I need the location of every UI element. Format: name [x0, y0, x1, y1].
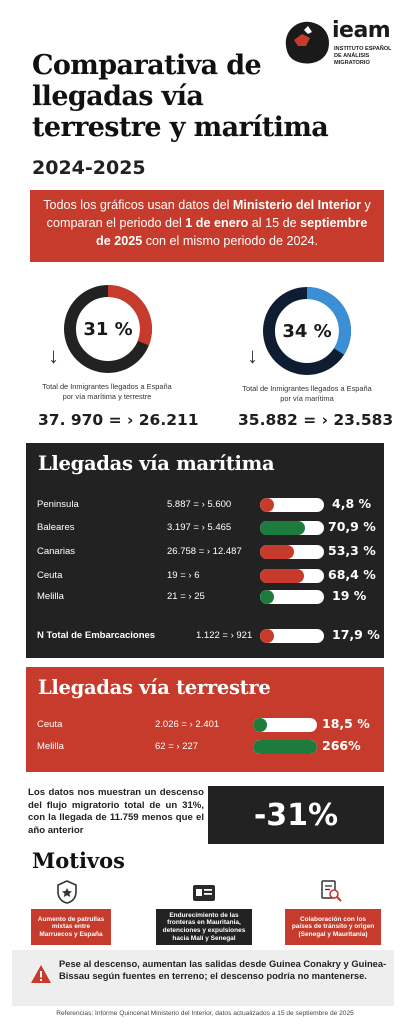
- intro-banner: Todos los gráficos usan datos del Minist…: [30, 190, 384, 262]
- motivo-card: Colaboración con los países de tránsito …: [285, 909, 381, 945]
- row-percent: 18,5 %: [322, 716, 370, 731]
- total-caption: Total de Inmigrantes llegados a España p…: [42, 382, 172, 401]
- row-values: 21 = › 25: [167, 591, 205, 602]
- intro-bold-2: 1 de enero: [185, 216, 249, 230]
- period-years: 2024-2025: [32, 157, 146, 179]
- row-bar: [260, 629, 324, 643]
- row-values: 3.197 = › 5.465: [167, 522, 232, 533]
- boats-row: N Total de Embarcaciones 1.122 = › 921 1…: [26, 627, 384, 645]
- row-percent: 17,9 %: [332, 627, 380, 642]
- page-title: Comparativa de llegadas vía terrestre y …: [32, 50, 329, 143]
- big-figure-box: -31%: [208, 786, 384, 844]
- intro-text-4: con el mismo periodo de 2024.: [142, 234, 318, 248]
- row-label: Melilla: [37, 741, 64, 752]
- row-values: 19 = › 6: [167, 570, 200, 581]
- row-bar: [260, 590, 324, 604]
- maritime-panel: Llegadas vía marítima Peninsula 5.887 = …: [26, 443, 384, 658]
- total-donut-svg: [64, 285, 152, 373]
- land-heading: Llegadas vía terrestre: [38, 676, 271, 699]
- row-bar-fill: [260, 629, 274, 643]
- row-label: Peninsula: [37, 499, 79, 510]
- police-badge-icon: [57, 880, 77, 904]
- motivo-text: Colaboración con los países de tránsito …: [291, 915, 375, 938]
- row-bar: [260, 545, 324, 559]
- maritime-row: Baleares 3.197 = › 5.465 70,9 %: [26, 519, 384, 537]
- row-bar: [253, 740, 317, 754]
- donut-percent-label: 34 %: [282, 320, 332, 342]
- logo-subtitle: INSTITUTO ESPAÑOL DE ANÁLISIS MIGRATORIO: [334, 46, 392, 66]
- row-percent: 266%: [322, 738, 361, 753]
- row-bar-fill: [260, 590, 274, 604]
- row-percent: 4,8 %: [332, 496, 372, 511]
- maritime-figures: 35.882 = › 23.583: [238, 411, 394, 429]
- row-label: Ceuta: [37, 570, 63, 581]
- row-label: Ceuta: [37, 719, 63, 730]
- ieam-logo: ieam INSTITUTO ESPAÑOL DE ANÁLISIS MIGRA…: [280, 12, 396, 74]
- row-percent: 68,4 %: [328, 567, 376, 582]
- row-bar-fill: [253, 718, 267, 732]
- row-bar: [253, 718, 317, 732]
- row-bar: [260, 569, 324, 583]
- references: Referencias: Informe Quincenal Ministeri…: [56, 1010, 354, 1017]
- row-bar-fill: [260, 569, 304, 583]
- logo-brand: ieam: [332, 18, 391, 43]
- row-values: 1.122 = › 921: [196, 630, 253, 641]
- intro-text-3: al 15 de: [248, 216, 301, 230]
- row-label: Baleares: [37, 522, 75, 533]
- maritime-row: Canarias 26.758 = › 12.487 53,3 %: [26, 543, 384, 561]
- maritime-heading: Llegadas vía marítima: [38, 452, 275, 475]
- row-values: 2.026 = › 2.401: [155, 719, 220, 730]
- land-panel: Llegadas vía terrestre Ceuta 2.026 = › 2…: [26, 667, 384, 772]
- maritime-caption: Total de Inmigrantes llegados a España p…: [242, 384, 372, 403]
- intro-bold-1: Ministerio del Interior: [232, 198, 361, 212]
- total-donut-chart: 31 %: [62, 283, 154, 375]
- intro-bold-3: septiembre de 2025: [96, 216, 368, 248]
- row-bar: [260, 498, 324, 512]
- total-figures: 37. 970 = › 26.211: [38, 411, 199, 429]
- down-arrow-icon: ↓: [247, 343, 258, 368]
- maritime-row: Ceuta 19 = › 6 68,4 %: [26, 567, 384, 585]
- row-label: Melilla: [37, 591, 64, 602]
- donut-fill: [64, 285, 152, 373]
- row-bar-fill: [260, 498, 274, 512]
- donut-fill: [263, 287, 351, 375]
- motivo-text: Endurecimiento de las fronteras en Mauri…: [162, 911, 246, 942]
- row-bar-fill: [260, 545, 295, 559]
- row-percent: 70,9 %: [328, 519, 376, 534]
- row-bar: [260, 521, 324, 535]
- intro-text-1: Todos los gráficos usan datos del: [43, 198, 233, 212]
- big-figure: -31%: [253, 797, 339, 833]
- summary-text: Los datos nos muestran un descenso del f…: [28, 787, 204, 836]
- maritime-row: Melilla 21 = › 25 19 %: [26, 588, 384, 606]
- maritime-donut-chart: 34 %: [261, 285, 353, 377]
- row-values: 26.758 = › 12.487: [167, 546, 242, 557]
- land-row: Melilla 62 = › 227 266%: [26, 738, 384, 756]
- row-percent: 53,3 %: [328, 543, 376, 558]
- motivo-text: Aumento de patrullas mixtas entre Marrue…: [37, 915, 105, 938]
- donut-percent-label: 31 %: [83, 318, 133, 340]
- row-label: Canarias: [37, 546, 76, 557]
- warning-text: Pese al descenso, aumentan las salidas d…: [59, 958, 387, 982]
- warning-box: Pese al descenso, aumentan las salidas d…: [12, 950, 394, 1006]
- down-arrow-icon: ↓: [48, 343, 59, 368]
- row-label: N Total de Embarcaciones: [37, 630, 156, 641]
- row-values: 62 = › 227: [155, 741, 199, 752]
- maritime-row: Peninsula 5.887 = › 5.600 4,8 %: [26, 496, 384, 514]
- row-percent: 19 %: [332, 588, 367, 603]
- inspection-icon: [321, 880, 342, 902]
- motivo-card: Aumento de patrullas mixtas entre Marrue…: [31, 909, 111, 945]
- id-card-icon: [193, 885, 215, 901]
- motivos-heading: Motivos: [32, 848, 125, 873]
- maritime-donut-svg: [263, 287, 351, 375]
- logo-mark-icon: [285, 21, 330, 64]
- intro-text-2: y comparan el periodo del: [46, 198, 371, 230]
- row-bar-fill: [253, 740, 317, 754]
- row-bar-fill: [260, 521, 306, 535]
- warning-icon: [31, 965, 51, 983]
- row-values: 5.887 = › 5.600: [167, 499, 232, 510]
- land-row: Ceuta 2.026 = › 2.401 18,5 %: [26, 716, 384, 734]
- motivo-card: Endurecimiento de las fronteras en Mauri…: [156, 909, 252, 945]
